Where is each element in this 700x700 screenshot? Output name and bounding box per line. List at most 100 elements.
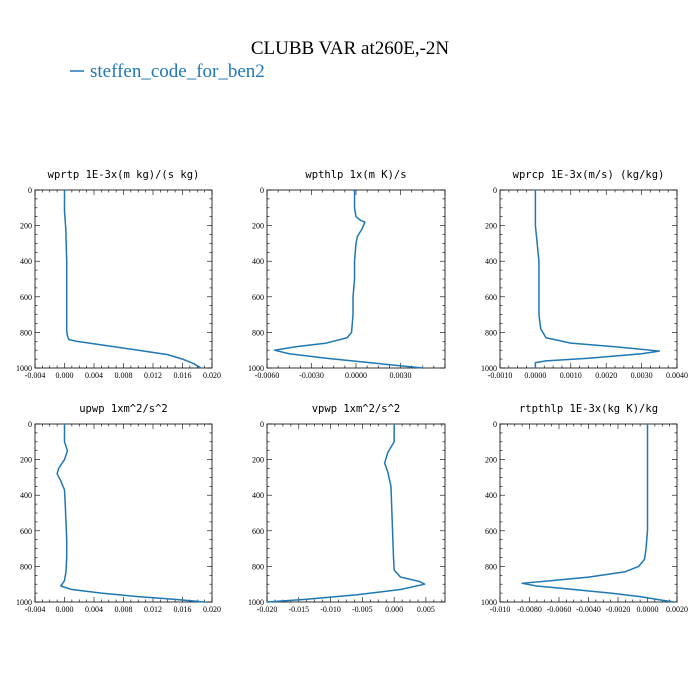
- y-tick-label: 200: [252, 456, 264, 465]
- x-tick-label: -0.010: [490, 605, 511, 614]
- y-tick-label: 200: [20, 222, 32, 231]
- x-tick-label: -0.004: [25, 605, 46, 614]
- y-tick-label: 800: [252, 328, 264, 337]
- x-tick-label: 0.012: [144, 371, 162, 380]
- y-tick-label: 0: [493, 186, 497, 195]
- x-tick-label: -0.015: [288, 605, 309, 614]
- panel-title: rtpthlp 1E-3x(kg K)/kg: [519, 403, 658, 415]
- y-tick-label: 1000: [248, 364, 264, 373]
- legend-label: steffen_code_for_ben2: [90, 61, 265, 82]
- y-tick-label: 600: [252, 527, 264, 536]
- x-tick-label: -0.0040: [576, 605, 601, 614]
- y-tick-label: 600: [252, 293, 264, 302]
- y-tick-label: 0: [260, 186, 264, 195]
- series-line: [63, 189, 202, 369]
- y-tick-label: 200: [20, 456, 32, 465]
- x-tick-label: 0.020: [203, 371, 221, 380]
- x-tick-label: 0.008: [115, 605, 133, 614]
- y-tick-label: 400: [20, 491, 32, 500]
- x-tick-label: 0.0010: [560, 371, 582, 380]
- y-tick-label: 200: [252, 222, 264, 231]
- panel-4: upwp 1xm^2/s^2 -0.004 0.000 0.004 0.008 0.012…: [16, 403, 221, 614]
- y-tick-label: 1000: [16, 364, 32, 373]
- y-tick-label: 800: [252, 562, 264, 571]
- panel-5: vpwp 1xm^2/s^2 -0.020 -0.015 -0.010 -0.005 0.…: [248, 403, 446, 614]
- y-tick-label: 0: [28, 186, 32, 195]
- x-tick-label: 0.0030: [631, 371, 653, 380]
- y-tick-label: 600: [485, 293, 497, 302]
- x-tick-label: 0.004: [85, 605, 103, 614]
- x-tick-label: 0.000: [56, 371, 74, 380]
- x-tick-label: -0.010: [320, 605, 341, 614]
- y-tick-label: 600: [20, 527, 32, 536]
- y-tick-label: 800: [20, 562, 32, 571]
- x-tick-label: 0.016: [174, 605, 192, 614]
- y-tick-label: 400: [485, 257, 497, 266]
- x-tick-label: -0.0010: [488, 371, 513, 380]
- x-tick-label: 0.0000: [637, 605, 659, 614]
- x-tick-label: -0.005: [352, 605, 373, 614]
- y-tick-label: 800: [485, 328, 497, 337]
- x-tick-label: -0.0060: [255, 371, 280, 380]
- panel-title: vpwp 1xm^2/s^2: [312, 403, 401, 415]
- x-tick-label: 0.012: [144, 605, 162, 614]
- x-tick-label: -0.0060: [547, 605, 572, 614]
- panel-title: wprtp 1E-3x(m kg)/(s kg): [48, 169, 200, 181]
- x-tick-label: 0.0020: [595, 371, 617, 380]
- y-tick-label: 800: [485, 562, 497, 571]
- axis-frame: [266, 423, 446, 603]
- y-tick-label: 0: [260, 420, 264, 429]
- y-tick-label: 400: [252, 257, 264, 266]
- x-tick-label: 0.0040: [666, 371, 688, 380]
- figure-legend: steffen_code_for_ben2: [70, 61, 265, 82]
- series-line: [56, 423, 206, 603]
- series-line: [273, 189, 424, 369]
- y-tick-label: 600: [20, 293, 32, 302]
- panel-title: wpthlp 1x(m K)/s: [305, 169, 406, 181]
- x-tick-label: 0.0000: [524, 371, 546, 380]
- axis-frame: [499, 423, 678, 603]
- y-tick-label: 1000: [481, 364, 497, 373]
- axis-frame: [499, 189, 678, 369]
- x-tick-label: -0.0030: [299, 371, 324, 380]
- y-tick-label: 200: [485, 456, 497, 465]
- axis-frame: [34, 423, 213, 603]
- panel-title: wprcp 1E-3x(m/s) (kg/kg): [513, 169, 665, 181]
- y-tick-label: 400: [252, 491, 264, 500]
- panels: wprtp 1E-3x(m kg)/(s kg) -0.004 0.000 0.004…: [16, 169, 688, 614]
- y-tick-label: 1000: [248, 598, 264, 607]
- x-tick-label: 0.005: [417, 605, 435, 614]
- y-tick-label: 400: [20, 257, 32, 266]
- x-tick-label: 0.016: [174, 371, 192, 380]
- panel-2: wpthlp 1x(m K)/s -0.0060 -0.0030 0.0000 0.00…: [248, 169, 446, 380]
- x-tick-label: -0.020: [257, 605, 278, 614]
- y-tick-label: 600: [485, 527, 497, 536]
- x-tick-label: 0.008: [115, 371, 133, 380]
- y-tick-label: 1000: [16, 598, 32, 607]
- x-tick-label: 0.0000: [345, 371, 367, 380]
- panel-6: rtpthlp 1E-3x(kg K)/kg -0.010 -0.0080 -0.00…: [481, 403, 688, 614]
- series-line: [534, 189, 661, 369]
- x-tick-label: -0.004: [25, 371, 46, 380]
- y-tick-label: 0: [493, 420, 497, 429]
- panel-title: upwp 1xm^2/s^2: [79, 403, 168, 415]
- y-tick-label: 1000: [481, 598, 497, 607]
- y-tick-label: 400: [485, 491, 497, 500]
- panel-1: wprtp 1E-3x(m kg)/(s kg) -0.004 0.000 0.004…: [16, 169, 221, 380]
- series-line: [266, 423, 426, 603]
- x-tick-label: 0.0030: [390, 371, 412, 380]
- axis-frame: [34, 189, 213, 369]
- x-tick-label: 0.004: [85, 371, 103, 380]
- x-tick-label: 0.000: [385, 605, 403, 614]
- figure-title: CLUBB VAR at260E,-2N: [251, 38, 450, 59]
- x-tick-label: 0.0020: [666, 605, 688, 614]
- y-tick-label: 200: [485, 222, 497, 231]
- y-tick-label: 800: [20, 328, 32, 337]
- x-tick-label: 0.000: [56, 605, 74, 614]
- series-line: [521, 423, 675, 603]
- x-tick-label: -0.0080: [517, 605, 542, 614]
- x-tick-label: 0.020: [203, 605, 221, 614]
- x-tick-label: -0.0020: [606, 605, 631, 614]
- y-tick-label: 0: [28, 420, 32, 429]
